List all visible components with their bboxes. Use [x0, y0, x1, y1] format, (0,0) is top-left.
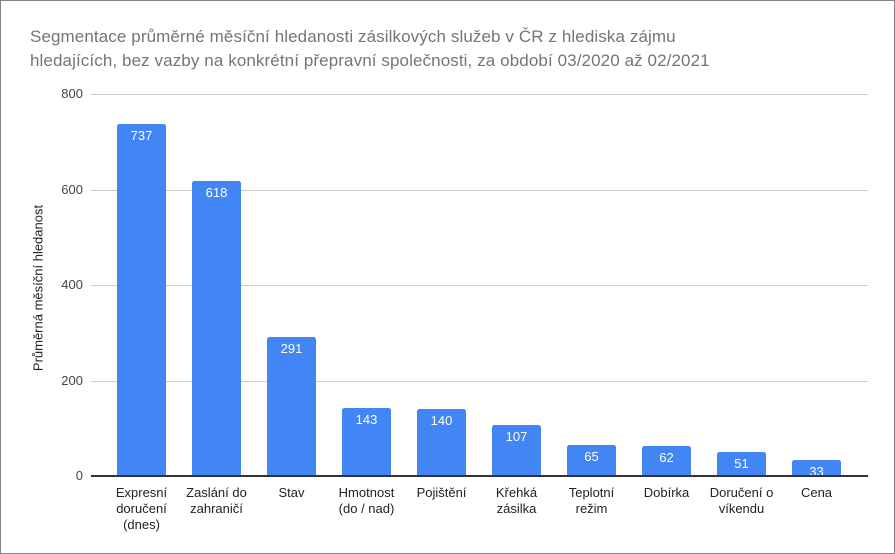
gridline-400: [91, 285, 868, 286]
bar-value-label: 62: [659, 450, 674, 465]
bar-value-label: 291: [280, 341, 303, 356]
bar-slot: 62: [629, 446, 704, 476]
plot-area: 737 618 291 143 140 107 65 62 51 33: [91, 94, 868, 479]
bar-slot: 291: [254, 337, 329, 476]
category-label: Pojištění: [416, 485, 467, 500]
bar-9: 33: [792, 460, 841, 479]
bar-slot: 618: [179, 181, 254, 476]
gridline-600: [91, 189, 868, 191]
bar-value-label: 140: [430, 413, 453, 428]
bar-6: 65: [567, 445, 616, 476]
x-axis-baseline: [91, 475, 868, 477]
bar-value-label: 65: [584, 449, 599, 464]
bar-slot: 140: [404, 409, 479, 476]
y-tick-label-800: 800: [61, 86, 83, 101]
bar-1: 618: [192, 181, 241, 476]
category-label: Hmotnost (do / nad): [338, 485, 395, 516]
bar-slot: 65: [554, 445, 629, 476]
x-axis-category-labels: Expresní doručení (dnes) Zaslání do zahra…: [104, 485, 854, 533]
bar-0: 737: [117, 124, 166, 476]
category-label: Cena: [800, 485, 833, 500]
y-tick-label-0: 0: [75, 468, 83, 483]
bar-3: 143: [342, 408, 391, 476]
bar-2: 291: [267, 337, 316, 476]
category-label: Teplotní režim: [568, 485, 615, 516]
bar-7: 62: [642, 446, 691, 476]
bar-slot: 737: [104, 124, 179, 476]
bar-value-label: 618: [205, 185, 228, 200]
bar-slot: 107: [479, 425, 554, 476]
bar-4: 140: [417, 409, 466, 476]
bar-slot: 143: [329, 408, 404, 476]
bar-value-label: 107: [505, 429, 528, 444]
category-label: Expresní doručení (dnes): [115, 485, 168, 532]
bar-value-label: 737: [130, 128, 153, 143]
y-tick-label-200: 200: [61, 372, 83, 388]
bar-5: 107: [492, 425, 541, 476]
category-label: Stav: [278, 485, 305, 500]
bar-value-label: 143: [355, 412, 378, 427]
category-label: Doručení o víkendu: [709, 485, 774, 516]
y-tick-label-400: 400: [61, 277, 83, 292]
category-label: Zaslání do zahraničí: [186, 485, 247, 516]
bar-value-label: 51: [734, 456, 749, 471]
bar-8: 51: [717, 452, 766, 476]
bar-slot: 33: [779, 460, 854, 479]
category-label: Dobírka: [643, 485, 690, 500]
y-tick-label-600: 600: [61, 181, 83, 197]
gridline-800: [91, 94, 868, 95]
chart-title: Segmentace průměrné měsíční hledanosti z…: [30, 25, 710, 73]
bars-container: 737 618 291 143 140 107 65 62 51 33: [104, 94, 854, 479]
chart-title-line-2: hledajících, bez vazby na konkrétní přep…: [30, 51, 710, 70]
category-label: Křehká zásilka: [495, 485, 538, 516]
bar-slot: 51: [704, 452, 779, 476]
gridline-200: [91, 380, 868, 382]
chart-title-line-1: Segmentace průměrné měsíční hledanosti z…: [30, 27, 676, 46]
